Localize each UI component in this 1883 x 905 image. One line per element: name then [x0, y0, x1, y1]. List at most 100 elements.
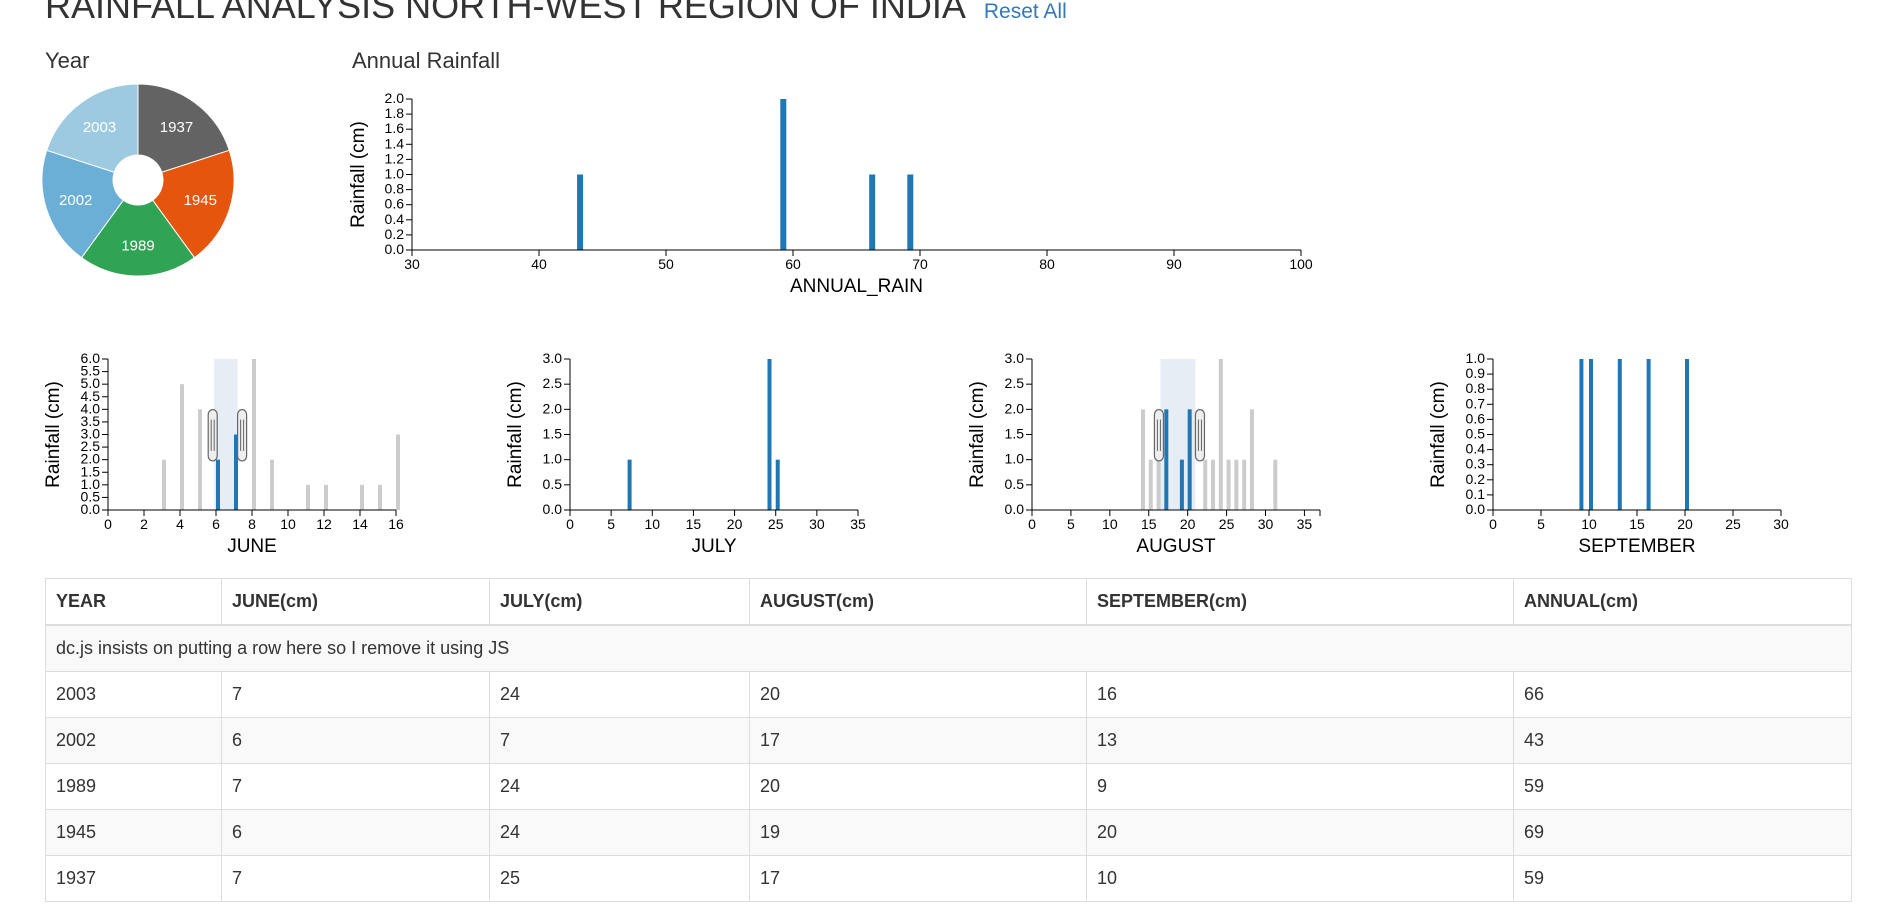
bar[interactable]	[1646, 359, 1651, 510]
bar[interactable]	[1156, 459, 1161, 510]
reset-all-link[interactable]: Reset All	[983, 0, 1067, 23]
bar[interactable]	[1617, 359, 1622, 510]
bar[interactable]	[378, 484, 382, 510]
bar[interactable]	[1589, 359, 1593, 510]
table-cell: 13	[1086, 717, 1514, 764]
bar[interactable]	[1140, 409, 1145, 510]
bar[interactable]	[252, 359, 256, 510]
y-tick-label: 1.0	[385, 166, 405, 182]
july-chart[interactable]: 0 5 10 15 20 25 30 35 0.0 0.5 1.0 1.5 2.0 2.5 3.0 JULY R…	[502, 348, 892, 568]
y-tick-label: 0.5	[1005, 476, 1025, 492]
bar[interactable]	[1249, 409, 1254, 510]
bar[interactable]	[907, 174, 914, 251]
x-tick-label: 30	[1258, 516, 1274, 532]
header-july: JULY(cm)	[489, 578, 750, 626]
bar[interactable]	[775, 459, 780, 510]
brush-handle-right[interactable]	[1194, 408, 1206, 462]
y-tick-label: 0.8	[385, 181, 405, 197]
bar[interactable]	[360, 484, 364, 510]
august-chart[interactable]: 0 5 10 15 20 25 30 35 0.0 0.5 1.0 1.5 2.0 2.5 3.0 AUGUS…	[964, 348, 1354, 568]
table-cell: 20	[1086, 809, 1514, 856]
x-tick-label: 5	[607, 516, 615, 532]
bar[interactable]	[869, 174, 876, 251]
y-tick-label: 0.0	[543, 501, 563, 517]
bar[interactable]	[1179, 459, 1184, 510]
june-chart[interactable]: 0 2 4 6 8 10 12 14 16 0.00.51.01.52.02.53.03.54.0…	[40, 348, 430, 568]
table-header-row: YEAR JUNE(cm) JULY(cm) AUGUST(cm) SEPTEM…	[45, 578, 1852, 626]
pie-slice[interactable]	[151, 149, 235, 259]
y-tick-label: 6.0	[81, 350, 101, 366]
bar[interactable]	[767, 359, 772, 510]
table-cell: 7	[221, 763, 490, 810]
bar[interactable]	[780, 99, 787, 250]
x-tick-label: 50	[658, 256, 674, 272]
y-tick-label: 2.5	[81, 438, 101, 454]
bar[interactable]	[234, 434, 238, 511]
annual-rainfall-chart[interactable]: 30 40 50 60 70 80 90 1000.00.20.40.60.81.01.21.…	[348, 88, 1348, 308]
bar[interactable]	[1218, 359, 1223, 510]
bar[interactable]	[1203, 459, 1208, 510]
bar[interactable]	[1685, 359, 1689, 510]
pie-slice-label: 1989	[121, 238, 154, 255]
bar[interactable]	[306, 484, 310, 510]
table-cell: 1937	[45, 855, 222, 902]
pie-slice[interactable]	[137, 83, 230, 173]
bar[interactable]	[324, 484, 328, 510]
y-tick-label: 2.0	[1005, 400, 1025, 416]
bar[interactable]	[1226, 459, 1231, 510]
table-row: 2003 7 24 20 16 66	[45, 671, 1852, 718]
y-tick-label: 2.0	[385, 90, 405, 106]
x-tick-label: 20	[1180, 516, 1196, 532]
bar[interactable]	[1187, 409, 1192, 510]
table-cell: 2002	[45, 717, 222, 764]
y-tick-label: 2.5	[543, 375, 563, 391]
table-cell: 7	[489, 717, 750, 764]
bar[interactable]	[1211, 459, 1216, 510]
x-tick-label: 6	[212, 516, 220, 532]
bar[interactable]	[1273, 459, 1278, 510]
x-axis-title: AUGUST	[1136, 536, 1216, 557]
y-axis-title: Rainfall (cm)	[505, 381, 526, 488]
y-tick-label: 0.0	[1005, 501, 1025, 517]
brush-handle-right[interactable]	[237, 408, 248, 462]
x-tick-label: 70	[912, 256, 928, 272]
y-tick-label: 0.5	[543, 476, 563, 492]
x-tick-label: 40	[531, 256, 547, 272]
table-cell: 20	[749, 671, 1087, 718]
y-tick-label: 0.9	[1466, 365, 1486, 381]
year-pie-chart[interactable]: 1937 1945 1989 2002 2003	[40, 82, 240, 282]
y-tick-label: 3.0	[81, 426, 101, 442]
pie-slice-label: 1937	[160, 119, 193, 136]
x-tick-label: 4	[176, 516, 184, 532]
bar[interactable]	[270, 459, 274, 510]
pie-slice[interactable]	[41, 149, 125, 259]
pie-slice[interactable]	[46, 83, 139, 173]
bar[interactable]	[180, 384, 184, 510]
brush-handle-left[interactable]	[207, 408, 218, 462]
bar[interactable]	[577, 174, 584, 251]
x-tick-label: 60	[785, 256, 801, 272]
bar[interactable]	[1234, 459, 1239, 510]
page-title-text: RAINFALL ANALYSIS NORTH-WEST REGION OF I…	[45, 0, 964, 26]
bar[interactable]	[396, 434, 400, 511]
annual-chart-title: Annual Rainfall	[352, 48, 500, 73]
bar[interactable]	[216, 459, 220, 510]
y-axis-title: Rainfall (cm)	[43, 381, 64, 488]
bar[interactable]	[1242, 459, 1247, 510]
header-year: YEAR	[45, 578, 222, 626]
brush-handle-body	[1153, 408, 1165, 462]
september-chart[interactable]: 0 5 10 15 20 25 30 0.00.10.20.30.40.50.60.70.80…	[1425, 348, 1815, 568]
table-cell: 6	[221, 717, 490, 764]
bar[interactable]	[162, 459, 166, 510]
brush-handle-left[interactable]	[1153, 408, 1165, 462]
y-tick-label: 0.2	[1466, 471, 1486, 487]
brush-handle-body	[237, 408, 248, 462]
bar[interactable]	[198, 409, 202, 510]
bar[interactable]	[627, 459, 632, 510]
bar[interactable]	[1148, 459, 1153, 510]
bar[interactable]	[1579, 359, 1584, 510]
y-tick-label: 1.0	[543, 451, 563, 467]
bar[interactable]	[1164, 409, 1169, 510]
x-tick-label: 12	[316, 516, 332, 532]
table-cell: 16	[1086, 671, 1514, 718]
